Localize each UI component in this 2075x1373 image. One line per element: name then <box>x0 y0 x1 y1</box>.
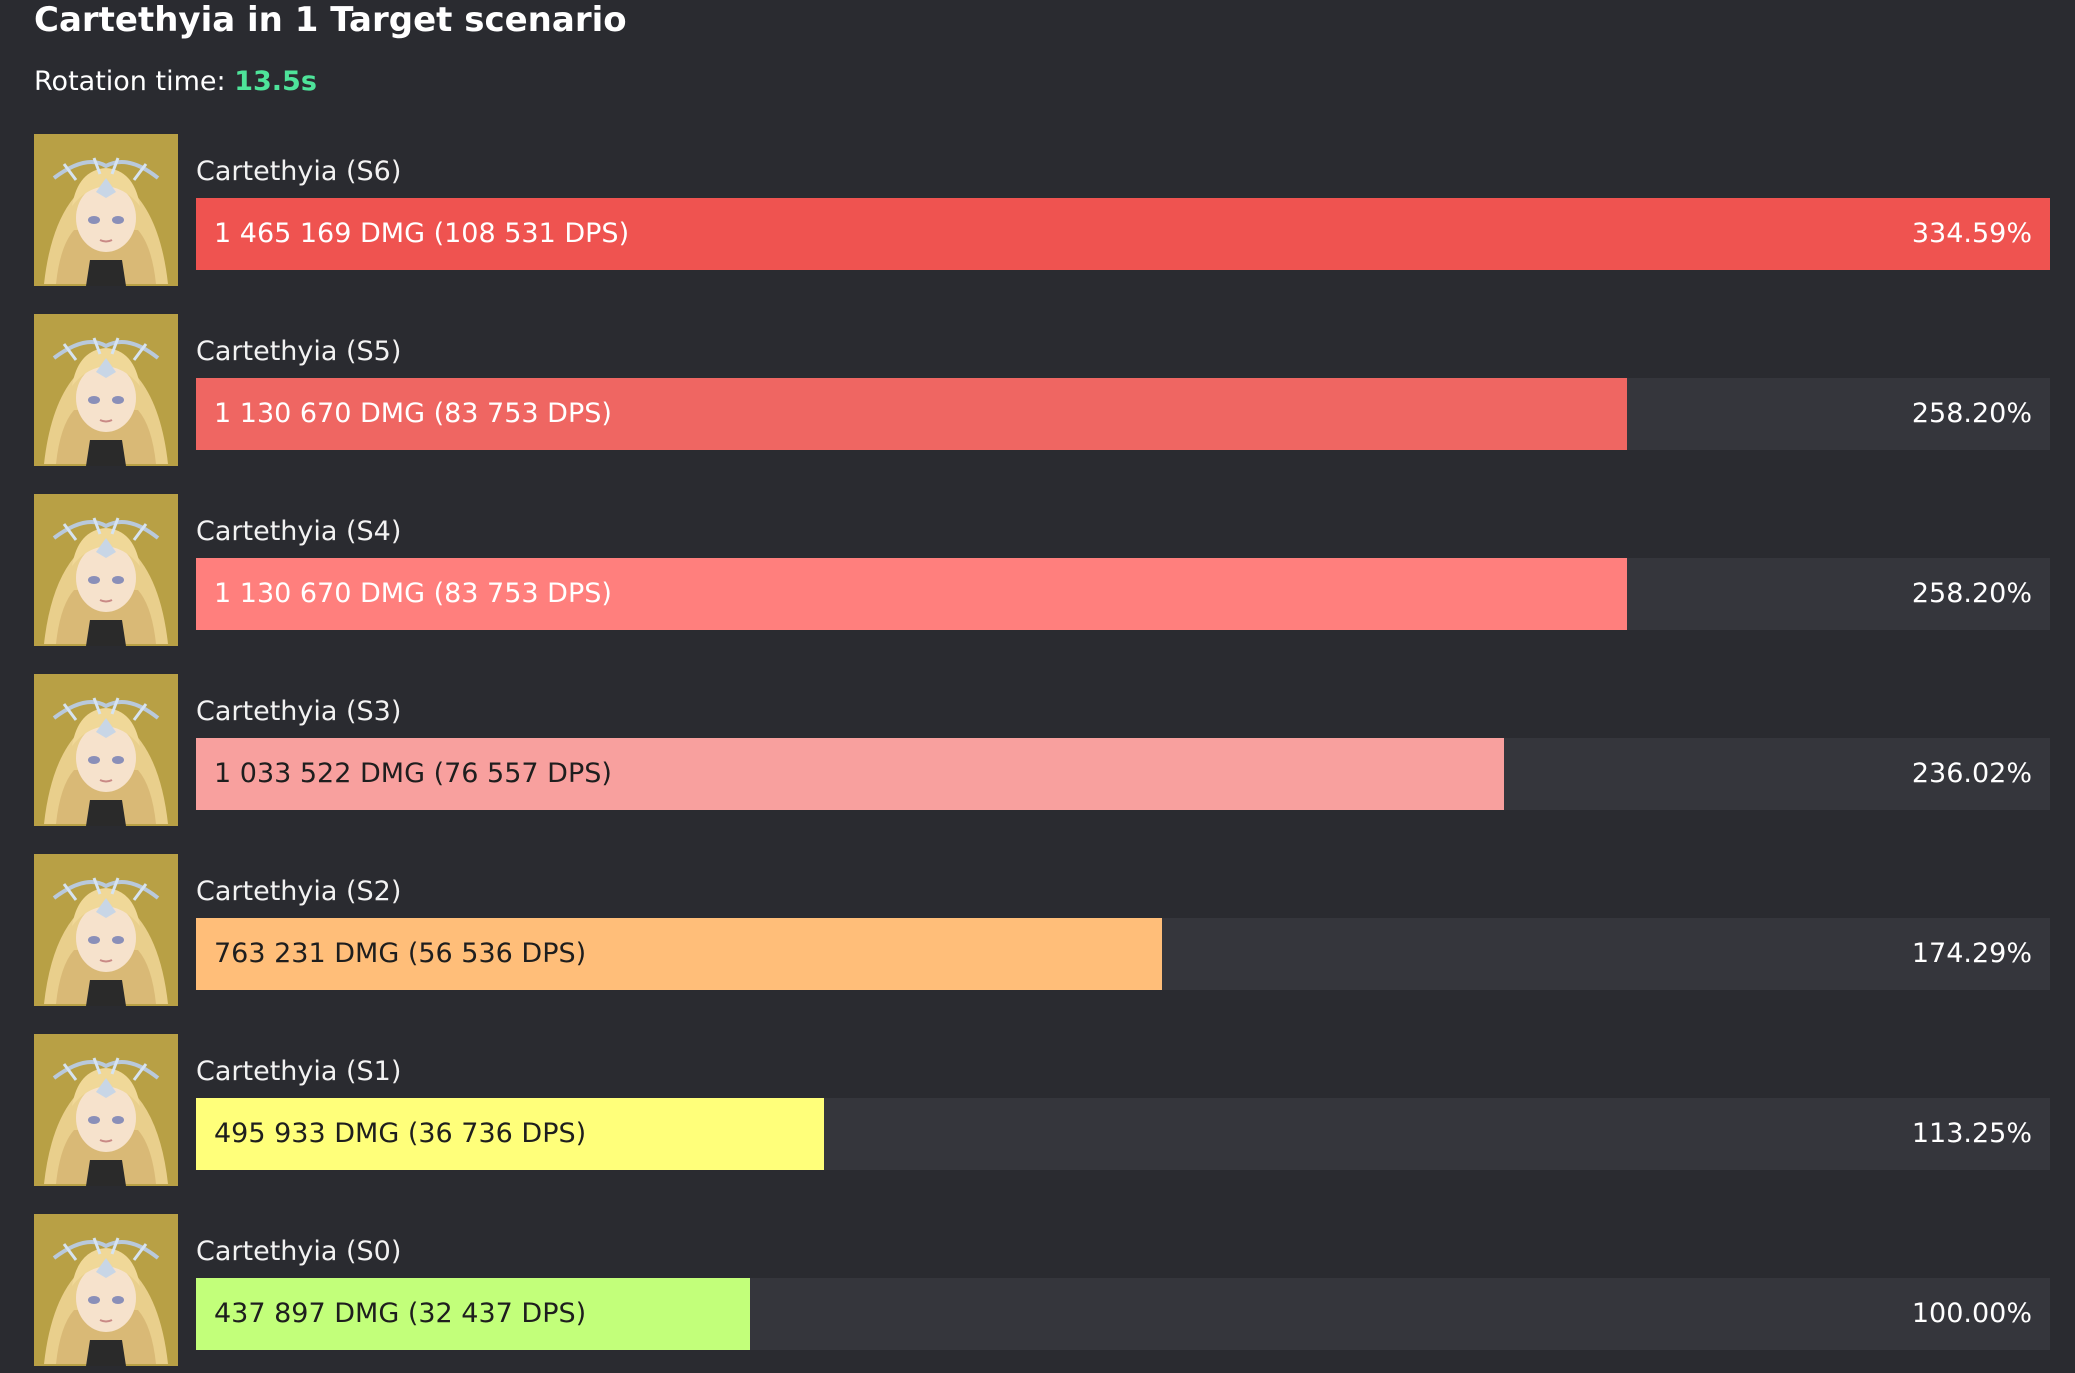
page-title: Cartethyia in 1 Target scenario <box>34 0 627 40</box>
bar-2 <box>196 558 1627 630</box>
rotation-time-value: 13.5s <box>234 66 317 97</box>
bar-track: 1 130 670 DMG (83 753 DPS) 258.20% <box>196 378 2050 450</box>
bar-category-label: Cartethyia (S4) <box>196 516 402 547</box>
chart-row-1: Cartethyia (S5) 1 130 670 DMG (83 753 DP… <box>34 314 2050 466</box>
bar-percent-label: 258.20% <box>1911 398 2032 429</box>
rotation-time-label: Rotation time: <box>34 66 226 97</box>
avatar <box>34 674 178 826</box>
character-portrait-icon <box>34 854 178 1006</box>
bar-value-label: 763 231 DMG (56 536 DPS) <box>214 938 587 969</box>
bar-category-label: Cartethyia (S3) <box>196 696 402 727</box>
character-portrait-icon <box>34 134 178 286</box>
bar-percent-label: 334.59% <box>1911 218 2032 249</box>
character-portrait-icon <box>34 314 178 466</box>
chart-row-2: Cartethyia (S4) 1 130 670 DMG (83 753 DP… <box>34 494 2050 646</box>
bar-track: 763 231 DMG (56 536 DPS) 174.29% <box>196 918 2050 990</box>
bar-track: 1 130 670 DMG (83 753 DPS) 258.20% <box>196 558 2050 630</box>
bar-percent-label: 236.02% <box>1911 758 2032 789</box>
bar-value-label: 495 933 DMG (36 736 DPS) <box>214 1118 587 1149</box>
bar-value-label: 1 033 522 DMG (76 557 DPS) <box>214 758 612 789</box>
rotation-time: Rotation time: 13.5s <box>34 64 317 100</box>
bar-chart: Cartethyia (S6) 1 465 169 DMG (108 531 D… <box>34 134 2050 1373</box>
bar-3 <box>196 738 1504 810</box>
avatar <box>34 854 178 1006</box>
chart-row-0: Cartethyia (S6) 1 465 169 DMG (108 531 D… <box>34 134 2050 286</box>
avatar <box>34 1214 178 1366</box>
bar-6 <box>196 1278 750 1350</box>
avatar <box>34 314 178 466</box>
character-portrait-icon <box>34 1034 178 1186</box>
character-portrait-icon <box>34 1214 178 1366</box>
bar-track: 1 033 522 DMG (76 557 DPS) 236.02% <box>196 738 2050 810</box>
bar-track: 1 465 169 DMG (108 531 DPS) 334.59% <box>196 198 2050 270</box>
bar-1 <box>196 378 1627 450</box>
chart-row-4: Cartethyia (S2) 763 231 DMG (56 536 DPS)… <box>34 854 2050 1006</box>
bar-value-label: 1 130 670 DMG (83 753 DPS) <box>214 398 612 429</box>
bar-category-label: Cartethyia (S1) <box>196 1056 402 1087</box>
bar-5 <box>196 1098 824 1170</box>
bar-value-label: 1 130 670 DMG (83 753 DPS) <box>214 578 612 609</box>
avatar <box>34 494 178 646</box>
bar-category-label: Cartethyia (S6) <box>196 156 402 187</box>
bar-value-label: 437 897 DMG (32 437 DPS) <box>214 1298 587 1329</box>
character-portrait-icon <box>34 494 178 646</box>
bar-percent-label: 100.00% <box>1911 1298 2032 1329</box>
bar-percent-label: 258.20% <box>1911 578 2032 609</box>
avatar <box>34 134 178 286</box>
bar-track: 437 897 DMG (32 437 DPS) 100.00% <box>196 1278 2050 1350</box>
bar-value-label: 1 465 169 DMG (108 531 DPS) <box>214 218 630 249</box>
bar-category-label: Cartethyia (S2) <box>196 876 402 907</box>
bar-4 <box>196 918 1162 990</box>
bar-category-label: Cartethyia (S0) <box>196 1236 402 1267</box>
bar-percent-label: 113.25% <box>1911 1118 2032 1149</box>
chart-row-6: Cartethyia (S0) 437 897 DMG (32 437 DPS)… <box>34 1214 2050 1366</box>
character-portrait-icon <box>34 674 178 826</box>
bar-0 <box>196 198 2050 270</box>
bar-category-label: Cartethyia (S5) <box>196 336 402 367</box>
chart-row-5: Cartethyia (S1) 495 933 DMG (36 736 DPS)… <box>34 1034 2050 1186</box>
avatar <box>34 1034 178 1186</box>
chart-row-3: Cartethyia (S3) 1 033 522 DMG (76 557 DP… <box>34 674 2050 826</box>
bar-track: 495 933 DMG (36 736 DPS) 113.25% <box>196 1098 2050 1170</box>
bar-percent-label: 174.29% <box>1911 938 2032 969</box>
